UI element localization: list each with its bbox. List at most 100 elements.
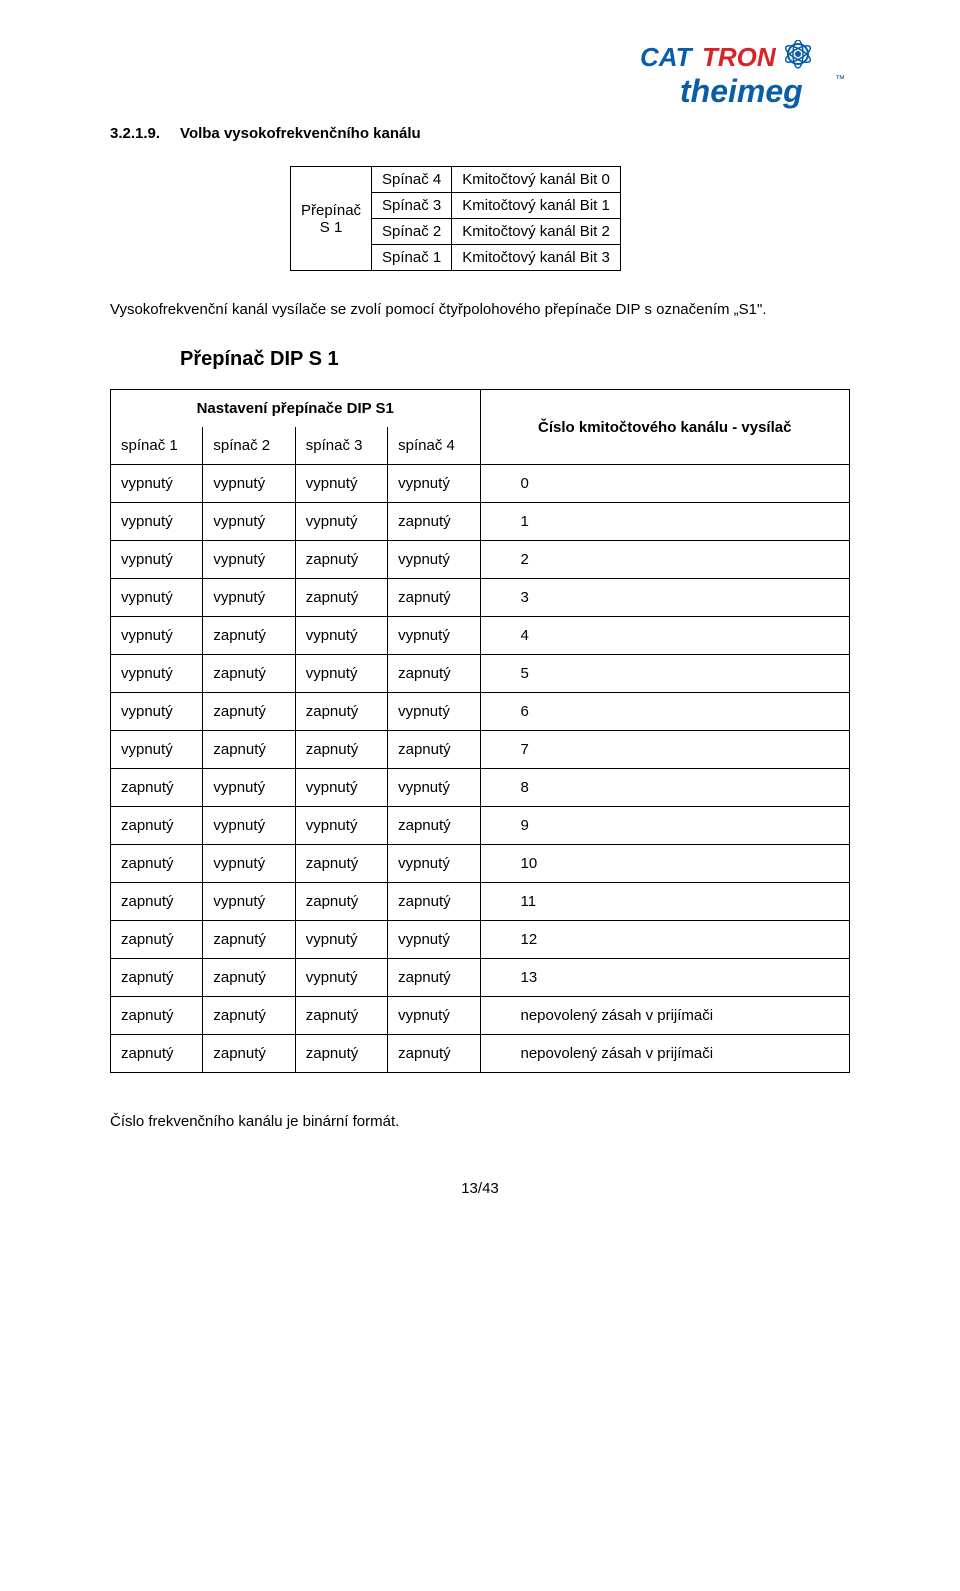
page-container: CAT TRON theimeg ™ 3.2.1.9. Volba vysoko…: [0, 0, 960, 1227]
dip-channel-cell: 2: [480, 541, 850, 579]
dip-switch-cell: zapnutý: [295, 731, 387, 769]
switch-cell: Spínač 3: [372, 193, 452, 219]
dip-switch-cell: vypnutý: [111, 731, 203, 769]
dip-switch-cell: vypnutý: [111, 579, 203, 617]
dip-channel-cell: 9: [480, 807, 850, 845]
dip-channel-cell: 6: [480, 693, 850, 731]
dip-switch-cell: zapnutý: [388, 503, 480, 541]
dip-switch-cell: zapnutý: [203, 997, 295, 1035]
dip-table-title: Přepínač DIP S 1: [180, 348, 850, 371]
switch-cell: Spínač 4: [372, 167, 452, 193]
dip-switch-cell: vypnutý: [203, 465, 295, 503]
dip-switch-cell: vypnutý: [388, 617, 480, 655]
table-row: zapnutývypnutývypnutývypnutý8: [111, 769, 850, 807]
dip-switch-cell: vypnutý: [388, 541, 480, 579]
dip-switch-cell: zapnutý: [111, 769, 203, 807]
table-row: vypnutývypnutýzapnutýzapnutý3: [111, 579, 850, 617]
dip-switch-cell: zapnutý: [203, 731, 295, 769]
table-row: vypnutýzapnutýzapnutýzapnutý7: [111, 731, 850, 769]
table-row: zapnutýzapnutývypnutývypnutý12: [111, 921, 850, 959]
table-row: zapnutývypnutýzapnutýzapnutý11: [111, 883, 850, 921]
dip-switch-cell: zapnutý: [295, 579, 387, 617]
dip-switch-cell: vypnutý: [111, 465, 203, 503]
dip-switch-cell: zapnutý: [295, 1035, 387, 1073]
dip-switch-cell: zapnutý: [388, 807, 480, 845]
dip-switch-cell: vypnutý: [111, 503, 203, 541]
dip-switch-cell: zapnutý: [388, 655, 480, 693]
dip-channel-cell: 0: [480, 465, 850, 503]
switch-desc-cell: Kmitočtový kanál Bit 0: [452, 167, 621, 193]
dip-switch-cell: vypnutý: [111, 693, 203, 731]
dip-subheader: spínač 2: [203, 427, 295, 465]
dip-header-right: Číslo kmitočtového kanálu - vysílač: [480, 390, 850, 465]
dip-switch-cell: zapnutý: [388, 959, 480, 997]
dip-channel-cell: 4: [480, 617, 850, 655]
dip-subheader: spínač 1: [111, 427, 203, 465]
dip-switch-cell: zapnutý: [203, 693, 295, 731]
section-heading: 3.2.1.9. Volba vysokofrekvenčního kanálu: [110, 125, 850, 142]
section-number: 3.2.1.9.: [110, 125, 160, 142]
dip-channel-cell: 8: [480, 769, 850, 807]
dip-switch-cell: zapnutý: [295, 883, 387, 921]
dip-switch-cell: zapnutý: [111, 845, 203, 883]
switch-desc-cell: Kmitočtový kanál Bit 2: [452, 219, 621, 245]
dip-switch-cell: vypnutý: [388, 845, 480, 883]
dip-switch-cell: vypnutý: [203, 883, 295, 921]
section-title: Volba vysokofrekvenčního kanálu: [180, 125, 421, 142]
dip-switch-cell: vypnutý: [295, 807, 387, 845]
dip-switch-cell: vypnutý: [295, 465, 387, 503]
dip-channel-cell: 10: [480, 845, 850, 883]
table-row: zapnutývypnutýzapnutývypnutý10: [111, 845, 850, 883]
switch-desc-cell: Kmitočtový kanál Bit 3: [452, 245, 621, 271]
dip-switch-cell: vypnutý: [203, 579, 295, 617]
dip-switch-cell: zapnutý: [295, 693, 387, 731]
table-row: zapnutýzapnutývypnutýzapnutý13: [111, 959, 850, 997]
dip-switch-cell: vypnutý: [388, 465, 480, 503]
table-row: zapnutýzapnutýzapnutýzapnutýnepovolený z…: [111, 1035, 850, 1073]
dip-channel-cell: 13: [480, 959, 850, 997]
body-paragraph: Vysokofrekvenční kanál vysílače se zvolí…: [110, 299, 850, 320]
switch-mapping-table: Přepínač S 1 Spínač 4 Kmitočtový kanál B…: [290, 166, 621, 271]
dip-switch-cell: zapnutý: [111, 959, 203, 997]
table-row: vypnutývypnutývypnutýzapnutý1: [111, 503, 850, 541]
footer-note: Číslo frekvenčního kanálu je binární for…: [110, 1113, 850, 1130]
dip-switch-cell: vypnutý: [203, 807, 295, 845]
dip-switch-cell: vypnutý: [203, 769, 295, 807]
dip-switch-cell: vypnutý: [295, 959, 387, 997]
dip-settings-table: Nastavení přepínače DIP S1 Číslo kmitočt…: [110, 389, 850, 1073]
dip-switch-cell: zapnutý: [111, 807, 203, 845]
dip-switch-cell: vypnutý: [203, 845, 295, 883]
dip-switch-cell: zapnutý: [203, 1035, 295, 1073]
table-row: zapnutývypnutývypnutýzapnutý9: [111, 807, 850, 845]
dip-switch-cell: zapnutý: [295, 541, 387, 579]
dip-switch-cell: zapnutý: [388, 579, 480, 617]
dip-channel-cell: 3: [480, 579, 850, 617]
dip-channel-cell: 12: [480, 921, 850, 959]
header: CAT TRON theimeg ™: [110, 40, 850, 115]
table-row: vypnutývypnutývypnutývypnutý0: [111, 465, 850, 503]
table-row: vypnutýzapnutývypnutýzapnutý5: [111, 655, 850, 693]
switch-desc-cell: Kmitočtový kanál Bit 1: [452, 193, 621, 219]
dip-switch-cell: vypnutý: [388, 693, 480, 731]
dip-channel-cell: 1: [480, 503, 850, 541]
dip-switch-cell: zapnutý: [388, 1035, 480, 1073]
dip-channel-cell: 11: [480, 883, 850, 921]
dip-switch-cell: vypnutý: [388, 769, 480, 807]
dip-switch-cell: vypnutý: [111, 541, 203, 579]
dip-switch-cell: zapnutý: [203, 655, 295, 693]
dip-switch-cell: vypnutý: [295, 503, 387, 541]
dip-switch-cell: vypnutý: [295, 921, 387, 959]
dip-switch-cell: vypnutý: [388, 997, 480, 1035]
dip-switch-cell: zapnutý: [111, 997, 203, 1035]
dip-switch-cell: vypnutý: [295, 769, 387, 807]
dip-switch-cell: zapnutý: [203, 959, 295, 997]
dip-switch-cell: zapnutý: [111, 883, 203, 921]
logo-text-3: theimeg: [680, 73, 803, 109]
dip-channel-cell: nepovolený zásah v prijímači: [480, 1035, 850, 1073]
dip-switch-cell: zapnutý: [111, 1035, 203, 1073]
dip-switch-cell: zapnutý: [295, 845, 387, 883]
dip-switch-cell: vypnutý: [111, 617, 203, 655]
switch-cell: Spínač 2: [372, 219, 452, 245]
dip-switch-cell: zapnutý: [111, 921, 203, 959]
dip-channel-cell: nepovolený zásah v prijímači: [480, 997, 850, 1035]
